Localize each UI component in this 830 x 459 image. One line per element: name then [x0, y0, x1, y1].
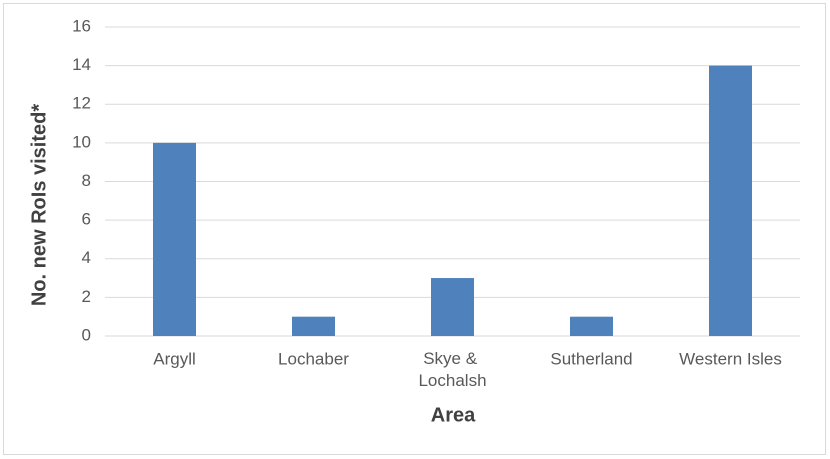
y-tick-label: 0	[82, 325, 91, 344]
chart-frame	[3, 3, 826, 455]
y-tick-label: 4	[82, 248, 91, 267]
y-tick-label: 14	[72, 55, 91, 74]
x-tick-label: Western Isles	[679, 349, 782, 368]
y-tick-label: 6	[82, 210, 91, 229]
x-axis-title: Area	[431, 404, 476, 426]
y-tick-label: 10	[72, 132, 91, 151]
bar	[292, 316, 335, 336]
bar	[431, 278, 474, 336]
x-tick-label: Argyll	[153, 349, 196, 368]
x-tick-label: Sutherland	[550, 349, 632, 368]
bar	[570, 316, 613, 336]
bar	[153, 142, 196, 336]
x-tick-label: Skye & Lochalsh	[418, 349, 486, 390]
y-tick-label: 16	[72, 16, 91, 35]
y-axis-title: No. new RoIs visited*	[28, 104, 50, 306]
bar	[709, 65, 752, 336]
x-tick-label: Lochaber	[278, 349, 349, 368]
y-tick-label: 12	[72, 94, 91, 113]
y-tick-label: 8	[82, 171, 91, 190]
y-tick-label: 2	[82, 287, 91, 306]
